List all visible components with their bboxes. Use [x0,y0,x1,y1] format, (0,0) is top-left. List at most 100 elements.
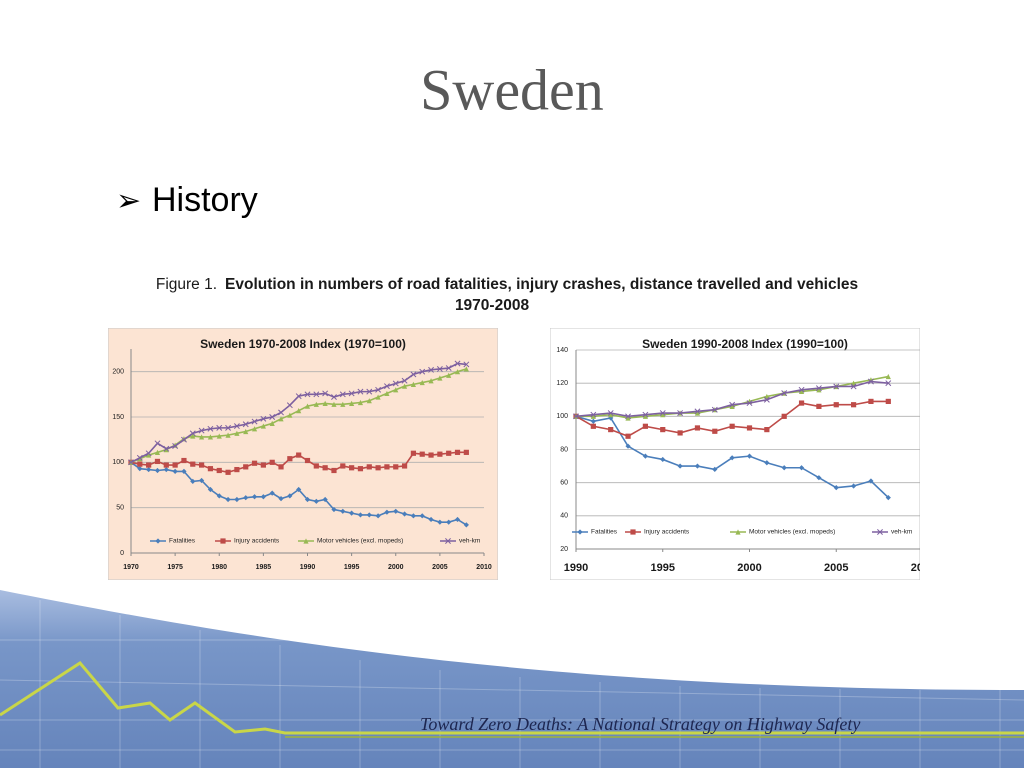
marker [446,450,452,456]
marker [463,361,470,368]
marker [304,496,311,503]
marker [867,378,874,385]
marker [190,461,196,467]
marker [234,496,240,503]
x-tick-label: 2005 [824,562,848,574]
marker [340,508,346,514]
marker [190,433,196,439]
marker [287,456,293,462]
marker [711,406,718,413]
marker [303,538,309,544]
marker [410,371,417,378]
marker [419,513,425,519]
chart: Sweden 1970-2008 Index (1970=100) 0 50 100 1… [108,328,498,580]
marker [816,387,822,393]
marker [393,508,399,514]
marker [278,464,284,470]
marker [763,396,770,403]
marker [357,399,364,406]
marker [410,450,416,456]
marker [163,462,169,468]
marker [287,412,293,418]
marker [296,408,302,414]
marker [712,428,718,434]
marker [694,463,701,469]
marker [625,433,631,439]
marker [181,457,187,464]
figure-label: Figure 1. [156,276,217,293]
marker [154,440,161,447]
slide-title: Sweden [420,57,604,122]
marker [137,461,143,467]
marker [296,486,302,493]
marker [243,428,249,435]
marker [798,400,805,406]
marker [322,400,328,406]
marker [607,410,614,416]
marker [393,464,399,470]
marker [251,460,258,466]
marker [735,529,741,535]
marker [145,450,152,457]
marker [137,456,143,462]
marker [419,379,425,386]
x-tick-label: 2000 [388,564,404,571]
y-tick-label: 60 [560,480,568,487]
chart-title: Sweden 1970-2008 Index (1970=100) [200,337,406,351]
marker [172,462,178,468]
marker [128,459,134,466]
marker [349,510,355,516]
marker [694,425,701,431]
marker [590,413,596,419]
marker [331,394,337,401]
legend-label: Fatalities [169,538,196,545]
marker [463,449,469,455]
y-tick-label: 50 [116,505,124,512]
marker [608,427,614,433]
marker [660,427,666,433]
x-tick-label: 1985 [256,564,272,571]
marker [454,516,461,523]
marker [190,478,196,484]
marker [146,452,152,458]
marker [163,466,169,473]
marker [181,468,187,474]
marker [216,467,222,474]
marker [296,452,302,458]
marker [833,402,839,408]
marker [278,416,284,422]
marker [454,449,461,455]
marker [877,529,883,535]
marker [781,465,787,471]
bullet-text: History [152,181,258,219]
marker [642,453,648,459]
marker [375,513,381,519]
marker [233,423,240,430]
marker [401,463,408,469]
x-tick-label: 1995 [651,562,675,574]
marker [885,373,891,380]
marker [445,365,452,371]
marker [851,402,857,408]
marker [868,478,874,484]
marker [349,400,355,406]
marker [781,390,788,397]
marker [243,464,249,470]
marker [260,415,267,422]
marker [454,369,461,375]
marker [366,388,373,395]
marker [419,451,425,457]
marker [608,412,614,418]
marker [410,513,416,519]
x-tick-label: 2010 [476,564,492,571]
marker [573,413,579,420]
marker [234,466,240,473]
marker [242,421,249,428]
grid-pattern [0,600,1024,768]
y-tick-label: 80 [560,446,568,453]
marker [154,458,161,465]
marker [446,372,452,378]
marker [437,375,443,381]
marker [304,457,311,464]
